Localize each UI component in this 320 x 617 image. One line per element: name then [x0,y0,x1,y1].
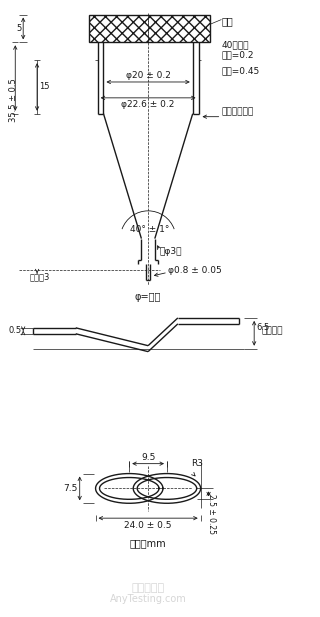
Text: 片剂支架: 片剂支架 [261,326,283,335]
Text: 40目筛网
线径=0.2: 40目筛网 线径=0.2 [221,40,254,60]
Text: 2.5 ± 0.25: 2.5 ± 0.25 [207,494,216,534]
Text: 5: 5 [16,24,21,33]
Text: φ=直径: φ=直径 [135,292,161,302]
Text: 7.5: 7.5 [63,484,78,493]
Text: 片剂支架卡口: 片剂支架卡口 [221,107,254,116]
Text: 9.5: 9.5 [141,453,155,462]
Text: 24.0 ± 0.5: 24.0 ± 0.5 [124,521,172,530]
Text: AnyTesting.com: AnyTesting.com [110,594,187,605]
Bar [89,15,210,43]
Text: （φ3）: （φ3） [160,247,182,255]
Text: 6.5: 6.5 [256,323,269,332]
Text: 0.5: 0.5 [8,326,21,335]
Text: φ22.6 ± 0.2: φ22.6 ± 0.2 [121,100,175,109]
Text: 40° ± 1°: 40° ± 1° [130,225,170,234]
Text: 孔径=0.45: 孔径=0.45 [221,66,260,75]
Text: 嘉峪检测网: 嘉峪检测网 [132,582,165,592]
Text: φ0.8 ± 0.05: φ0.8 ± 0.05 [168,266,222,275]
Text: 滤室: 滤室 [221,17,233,27]
Text: 15: 15 [39,83,50,91]
Text: 不小于3: 不小于3 [29,272,50,281]
Text: 单位：mm: 单位：mm [130,538,166,548]
Text: R3: R3 [191,458,203,468]
Text: φ20 ± 0.2: φ20 ± 0.2 [126,71,171,80]
Text: 35.5 ± 0.5: 35.5 ± 0.5 [9,78,18,122]
